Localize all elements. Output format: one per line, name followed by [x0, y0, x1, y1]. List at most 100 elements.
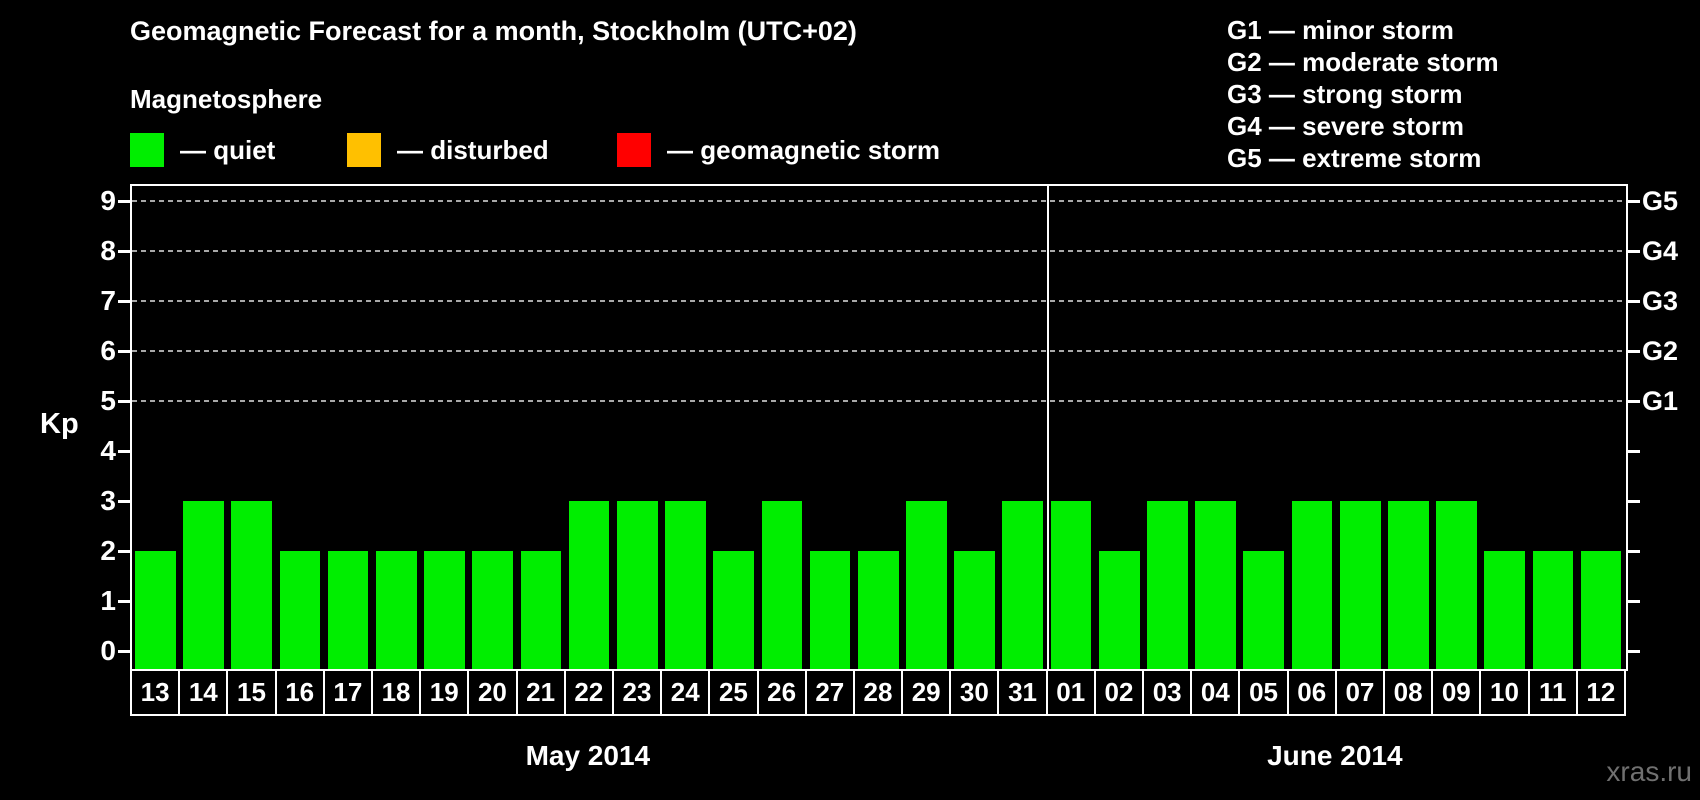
- kp-bar-day-04: [1195, 501, 1236, 669]
- kp-bar-day-13: [135, 551, 176, 669]
- y-tick-right-9: [1628, 200, 1640, 203]
- day-cell-29: 29: [901, 669, 952, 716]
- y-tick-left-2: [118, 550, 130, 553]
- legend-item-quiet: — quiet: [130, 133, 275, 167]
- y-tick-right-6: [1628, 350, 1640, 353]
- day-cell-14: 14: [178, 669, 229, 716]
- kp-bar-day-18: [375, 551, 417, 669]
- chart-title: Geomagnetic Forecast for a month, Stockh…: [130, 16, 857, 46]
- g-legend-line: G5 — extreme storm: [1227, 143, 1482, 173]
- day-cell-17: 17: [322, 669, 373, 716]
- gridline-kp-6: [132, 350, 1626, 352]
- y-axis-label-5: 5: [100, 385, 116, 416]
- kp-bar-day-11: [1532, 551, 1574, 669]
- day-cell-18: 18: [370, 669, 422, 716]
- kp-bar-day-08: [1388, 501, 1429, 669]
- y-tick-right-1: [1628, 600, 1640, 603]
- legend-item-label: — disturbed: [397, 134, 549, 165]
- day-cell-01: 01: [1045, 669, 1096, 716]
- day-cell-28: 28: [852, 669, 904, 716]
- x-axis-day-row: 13 14 15 16 17 18 19 20 21 22 23 24 25 26 27 28 29 30 31 01…: [130, 669, 1626, 716]
- right-axis-label-G1: G1: [1642, 386, 1679, 416]
- day-cell-16: 16: [274, 669, 325, 716]
- y-tick-left-0: [118, 650, 130, 653]
- y-tick-left-8: [118, 250, 130, 253]
- legend-item-label: — quiet: [180, 134, 276, 165]
- g-scale-legend: G1 — minor storm G2 — moderate storm G3 …: [1227, 14, 1499, 174]
- kp-bar-day-16: [279, 551, 321, 669]
- y-axis-label-4: 4: [100, 435, 116, 466]
- day-cell-10: 10: [1479, 669, 1530, 716]
- day-cell-15: 15: [226, 669, 277, 716]
- y-axis-label-6: 6: [100, 335, 116, 366]
- day-cell-07: 07: [1334, 669, 1386, 716]
- y-axis-label-7: 7: [100, 285, 116, 316]
- kp-bar-day-05: [1243, 551, 1285, 669]
- day-cell-05: 05: [1238, 669, 1289, 716]
- kp-bar-day-28: [857, 551, 899, 669]
- kp-bar-day-23: [616, 501, 658, 669]
- day-cell-25: 25: [708, 669, 759, 716]
- day-cell-09: 09: [1431, 669, 1482, 716]
- kp-bar-day-01: [1050, 501, 1092, 669]
- kp-bar-day-12: [1580, 551, 1622, 669]
- day-cell-26: 26: [756, 669, 807, 716]
- y-tick-left-6: [118, 350, 130, 353]
- gridline-kp-5: [132, 400, 1626, 402]
- day-cell-24: 24: [660, 669, 711, 716]
- g-legend-line: G4 — severe storm: [1227, 111, 1465, 141]
- kp-bar-day-19: [424, 551, 465, 669]
- kp-bar-day-30: [954, 551, 995, 669]
- y-tick-right-0: [1628, 650, 1640, 653]
- kp-bar-day-24: [665, 501, 706, 669]
- right-axis-label-G5: G5: [1642, 186, 1679, 216]
- legend-item-label: — geomagnetic storm: [667, 134, 941, 165]
- gridline-kp-7: [132, 300, 1626, 302]
- day-cell-11: 11: [1527, 669, 1578, 716]
- day-cell-13: 13: [130, 669, 181, 716]
- month-label-0: May 2014: [525, 740, 651, 771]
- day-cell-20: 20: [467, 669, 518, 716]
- day-cell-04: 04: [1190, 669, 1241, 716]
- y-tick-right-2: [1628, 550, 1640, 553]
- quiet-color-swatch: [130, 133, 164, 167]
- kp-bar-day-26: [761, 501, 803, 669]
- y-tick-left-9: [118, 200, 130, 203]
- kp-bar-day-27: [809, 551, 851, 669]
- y-tick-right-3: [1628, 500, 1640, 503]
- y-tick-right-4: [1628, 450, 1640, 453]
- y-axis-label-8: 8: [100, 235, 116, 266]
- y-tick-right-7: [1628, 300, 1640, 303]
- y-tick-left-1: [118, 600, 130, 603]
- g-legend-line: G2 — moderate storm: [1227, 47, 1499, 77]
- y-axis-label-1: 1: [100, 585, 116, 616]
- day-cell-06: 06: [1286, 669, 1337, 716]
- watermark: xras.ru: [1606, 756, 1692, 787]
- y-tick-left-5: [118, 400, 130, 403]
- kp-bar-day-09: [1436, 501, 1477, 669]
- y-tick-left-7: [118, 300, 130, 303]
- day-cell-27: 27: [804, 669, 855, 716]
- kp-bar-day-31: [1002, 501, 1044, 669]
- legend-item-disturbed: — disturbed: [347, 133, 549, 167]
- kp-bar-day-10: [1484, 551, 1526, 669]
- y-tick-left-3: [118, 500, 130, 503]
- day-cell-08: 08: [1383, 669, 1434, 716]
- kp-bar-day-17: [327, 551, 369, 669]
- kp-bar-day-02: [1098, 551, 1140, 669]
- day-cell-12: 12: [1575, 669, 1626, 716]
- legend-item-storm: — geomagnetic storm: [617, 133, 940, 167]
- y-axis-label-9: 9: [100, 185, 116, 216]
- plot-area: [118, 184, 1640, 671]
- month-separator: [1046, 186, 1049, 669]
- y-axis-label-3: 3: [100, 485, 116, 516]
- kp-bar-day-20: [472, 551, 514, 669]
- day-cell-23: 23: [611, 669, 663, 716]
- kp-bar-day-07: [1339, 501, 1381, 669]
- g-legend-line: G1 — minor storm: [1227, 15, 1454, 45]
- right-axis-label-G3: G3: [1642, 286, 1679, 316]
- storm-color-swatch: [617, 133, 651, 167]
- day-cell-03: 03: [1142, 669, 1193, 716]
- kp-bar-day-14: [183, 501, 224, 669]
- kp-bar-day-06: [1291, 501, 1333, 669]
